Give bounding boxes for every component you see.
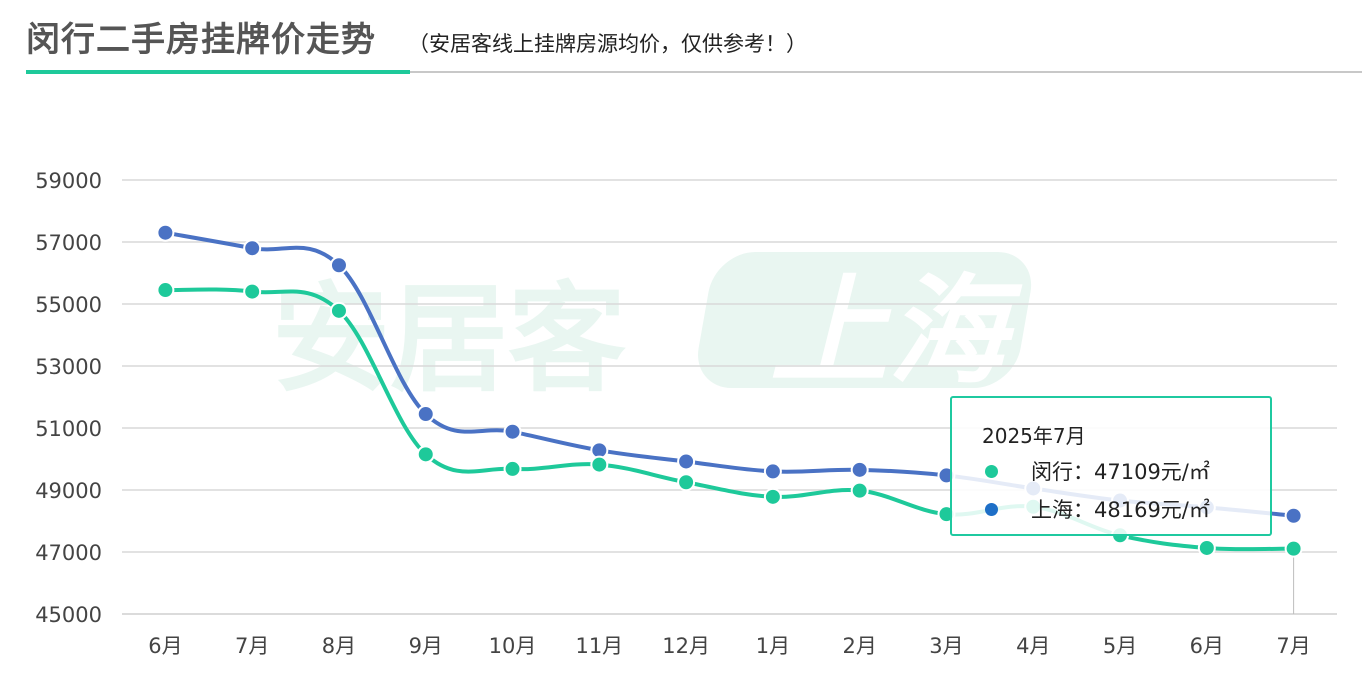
data-point [763, 487, 782, 506]
page-header: 闵行二手房挂牌价走势 （安居客线上挂牌房源均价，仅供参考！） [0, 0, 1362, 76]
x-tick-label: 6月 [148, 634, 182, 658]
data-point [677, 473, 696, 492]
data-point [156, 223, 175, 242]
x-tick-label: 4月 [1016, 634, 1050, 658]
data-point [329, 256, 348, 275]
page-title: 闵行二手房挂牌价走势 [26, 20, 376, 60]
data-point [243, 282, 262, 301]
watermark-badge [698, 252, 1032, 388]
x-tick-label: 3月 [929, 634, 963, 658]
x-tick-label: 8月 [322, 634, 356, 658]
x-axis: 6月 7月 8月 9月 10月 11月 12月 1月 2月 3月 4月 5月 6月 7月 [148, 634, 1311, 658]
data-point [1284, 506, 1303, 525]
x-tick-label: 9月 [409, 634, 443, 658]
y-tick-label: 51000 [35, 417, 102, 441]
tooltip-dot-icon [985, 502, 998, 516]
tooltip-label: 闵行：47109元/㎡ [1031, 460, 1210, 484]
data-point [329, 301, 348, 320]
x-tick-label: 6月 [1190, 634, 1224, 658]
x-tick-label: 1月 [756, 634, 790, 658]
y-tick-label: 59000 [35, 169, 102, 193]
x-tick-label: 7月 [1276, 634, 1310, 658]
data-point [677, 452, 696, 471]
data-point [850, 460, 869, 479]
tooltip-label: 上海：48169元/㎡ [1031, 498, 1210, 522]
watermark-city: 上海 [770, 262, 1023, 400]
x-tick-label: 12月 [662, 634, 710, 658]
y-tick-label: 49000 [35, 479, 102, 503]
data-point [1284, 539, 1303, 558]
x-tick-label: 7月 [235, 634, 269, 658]
y-tick-label: 53000 [35, 355, 102, 379]
y-tick-label: 57000 [35, 231, 102, 255]
tooltip-title: 2025年7月 [982, 424, 1086, 448]
data-point [763, 462, 782, 481]
data-point [590, 455, 609, 474]
data-point [156, 281, 175, 300]
page-subtitle: （安居客线上挂牌房源均价，仅供参考！） [408, 32, 807, 56]
y-tick-label: 45000 [35, 603, 102, 627]
chart-tooltip: 2025年7月 闵行：47109元/㎡ 上海：48169元/㎡ [950, 396, 1272, 536]
data-point [850, 481, 869, 500]
x-tick-label: 2月 [842, 634, 876, 658]
tooltip-row-minhang: 闵行：47109元/㎡ [985, 456, 1210, 486]
data-point [503, 422, 522, 441]
data-point [1197, 538, 1216, 557]
data-point [503, 459, 522, 478]
x-tick-label: 11月 [575, 634, 623, 658]
data-point [416, 445, 435, 464]
tooltip-row-shanghai: 上海：48169元/㎡ [985, 494, 1210, 524]
data-point [243, 239, 262, 258]
tooltip-dot-icon [985, 464, 998, 478]
header-divider [26, 71, 1362, 73]
data-point [416, 405, 435, 424]
watermark-brand: 安居客 [272, 270, 626, 408]
header-accent-bar [26, 70, 410, 74]
y-tick-label: 47000 [35, 541, 102, 565]
x-tick-label: 5月 [1103, 634, 1137, 658]
x-tick-label: 10月 [489, 634, 537, 658]
y-tick-label: 55000 [35, 293, 102, 317]
watermark: 安居客 上海 [272, 252, 1032, 408]
y-axis: 45000 47000 49000 51000 53000 55000 57000 59000 [35, 169, 102, 627]
